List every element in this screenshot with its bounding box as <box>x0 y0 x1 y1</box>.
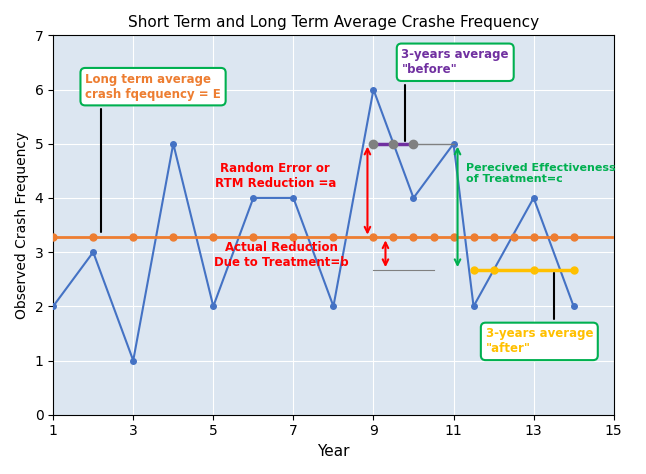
Text: Actual Reduction
Due to Treatment=b: Actual Reduction Due to Treatment=b <box>214 241 349 269</box>
Text: 3-years average
"before": 3-years average "before" <box>401 48 509 141</box>
Text: Perecived Effectiveness
of Treatment=c: Perecived Effectiveness of Treatment=c <box>466 163 615 184</box>
Title: Short Term and Long Term Average Crashe Frequency: Short Term and Long Term Average Crashe … <box>128 15 539 30</box>
Text: Random Error or
RTM Reduction =a: Random Error or RTM Reduction =a <box>214 162 336 190</box>
Y-axis label: Observed Crash Frequency: Observed Crash Frequency <box>15 131 29 319</box>
X-axis label: Year: Year <box>317 444 349 459</box>
Text: Long term average
crash fqequency = E: Long term average crash fqequency = E <box>85 73 221 232</box>
Text: 3-years average
"after": 3-years average "after" <box>486 273 593 356</box>
